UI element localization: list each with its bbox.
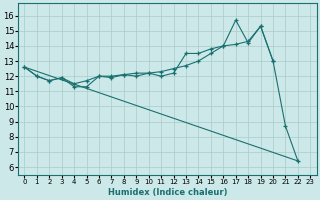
- X-axis label: Humidex (Indice chaleur): Humidex (Indice chaleur): [108, 188, 227, 197]
